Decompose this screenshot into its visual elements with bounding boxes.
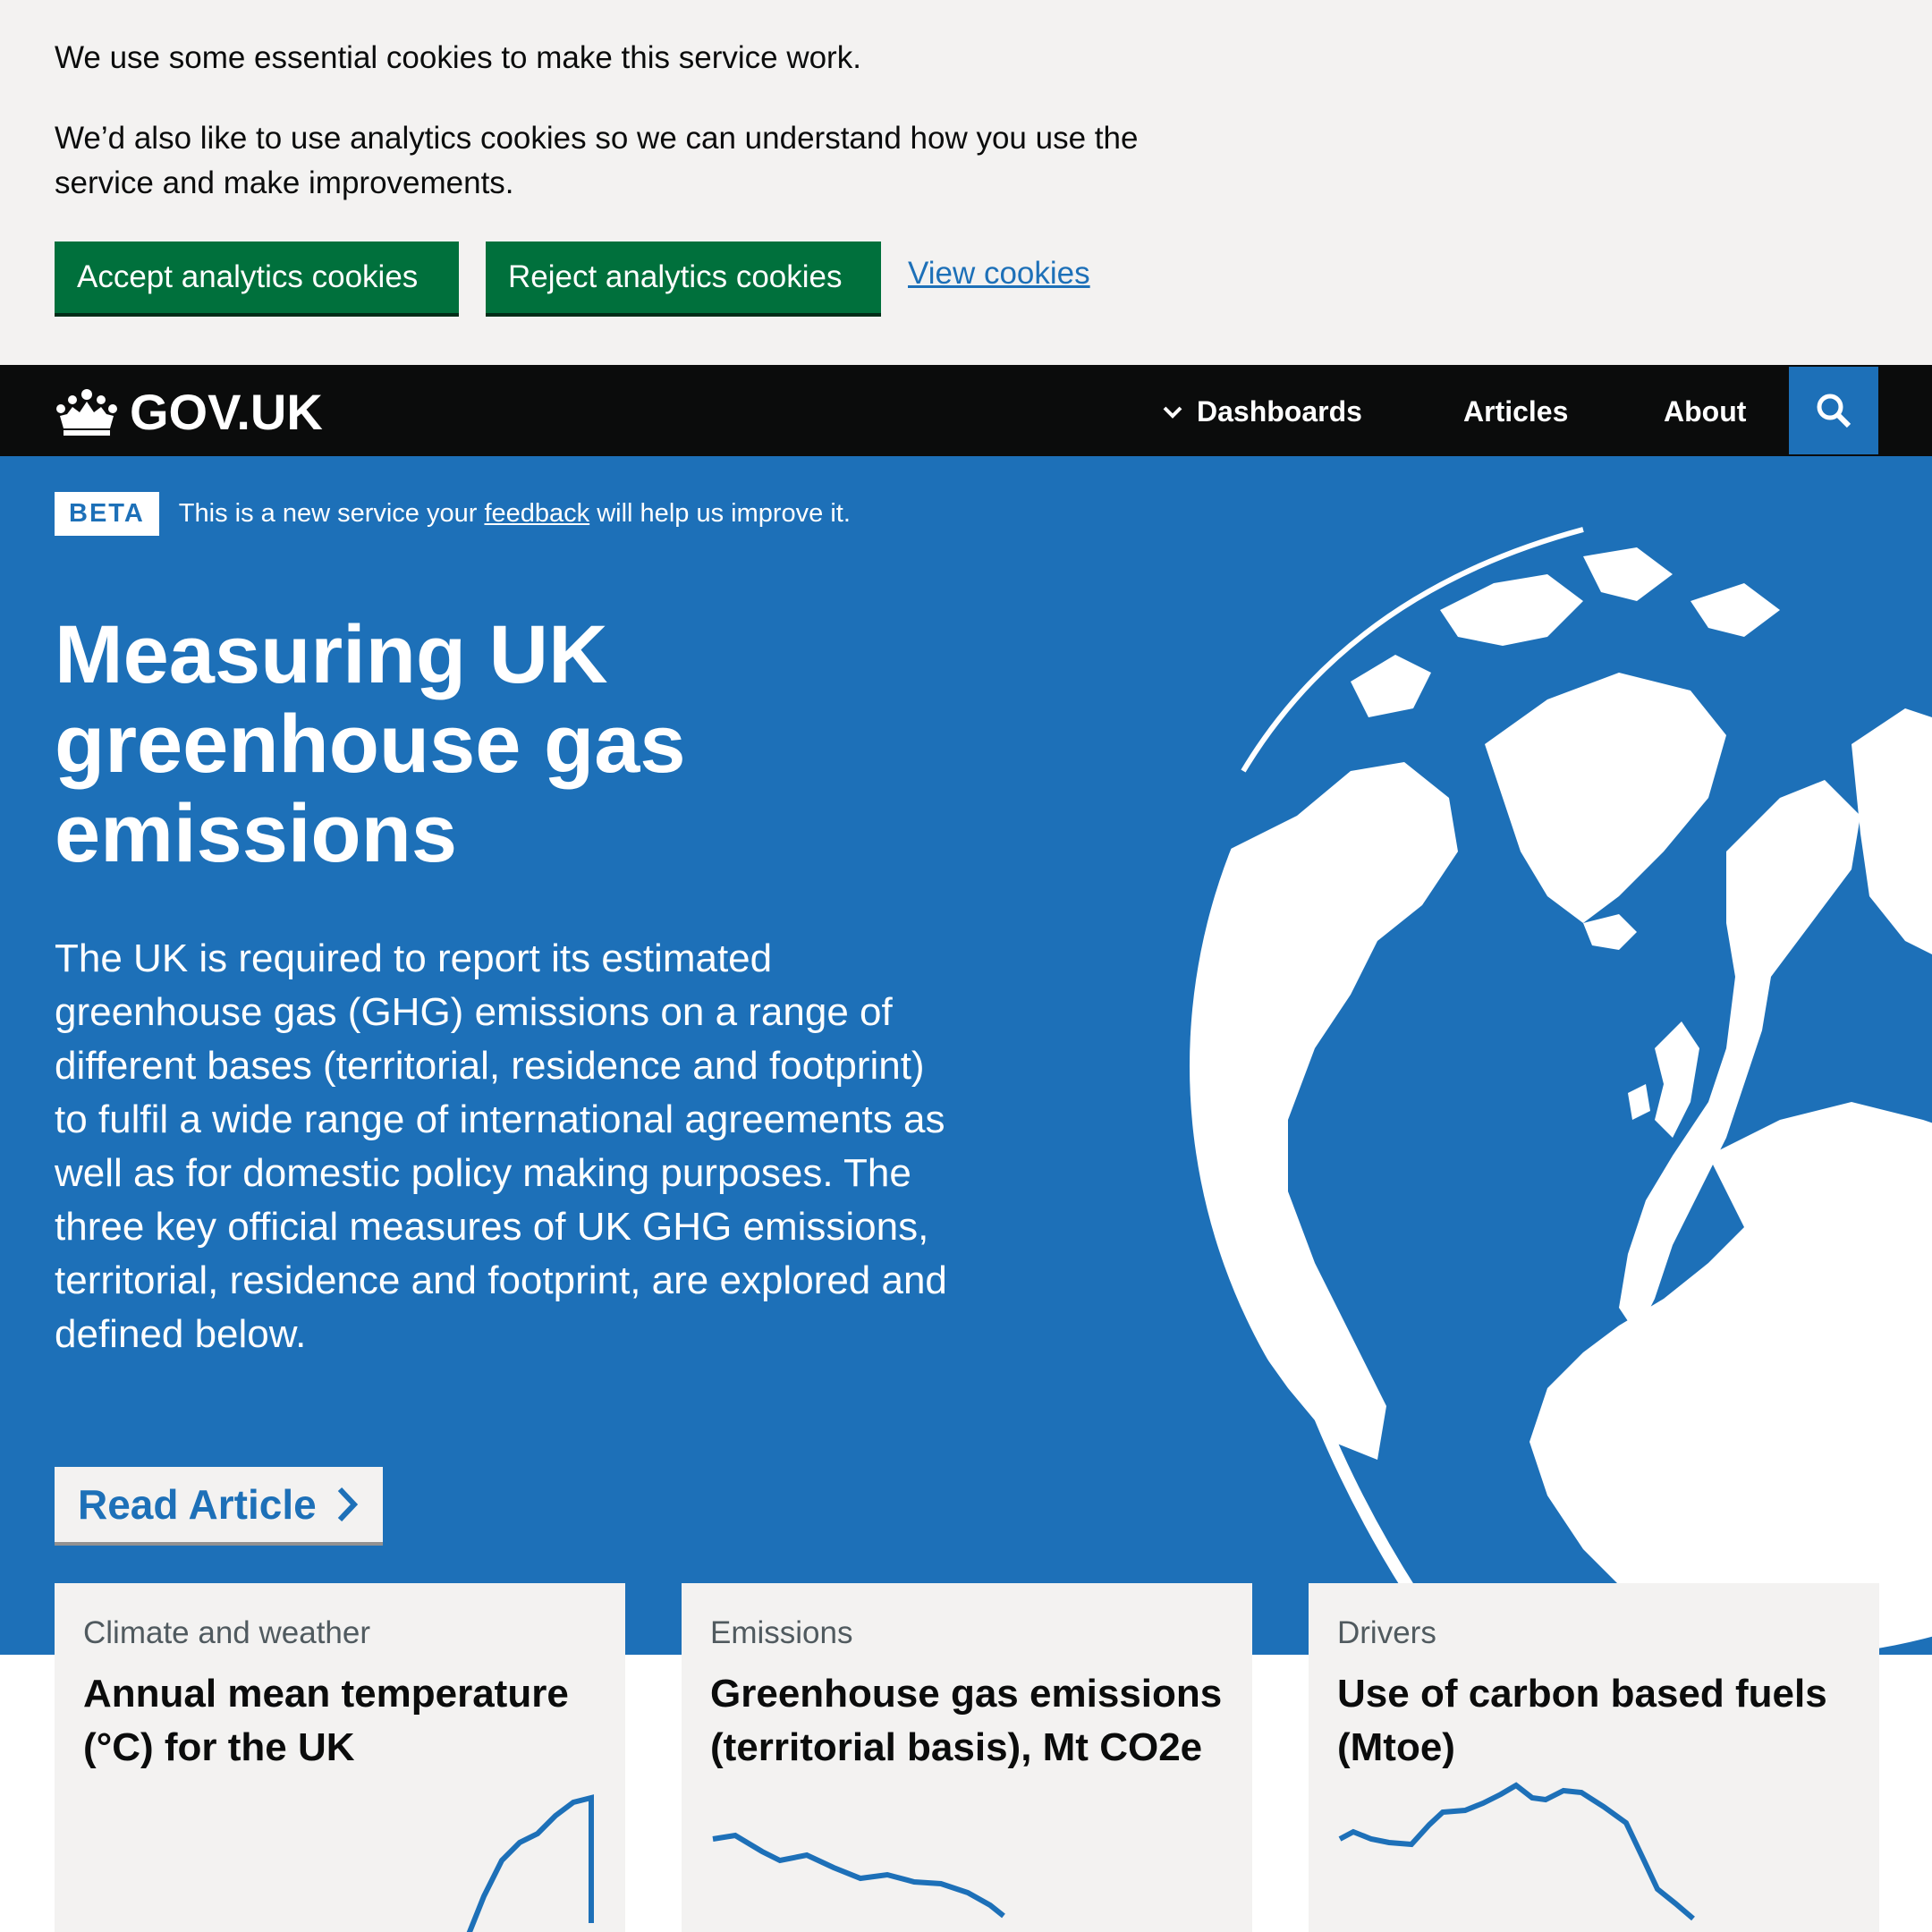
card-category: Emissions	[710, 1615, 853, 1650]
chevron-down-icon	[1163, 406, 1182, 419]
govuk-logo[interactable]: GOV.UK	[55, 383, 323, 441]
card-title: Annual mean temperature (°C) for the UK	[83, 1672, 569, 1769]
read-article-label: Read Article	[78, 1481, 317, 1528]
phase-banner: BETA This is a new service your feedback…	[55, 492, 851, 536]
cookie-banner: We use some essential cookies to make th…	[0, 0, 1932, 365]
beta-text-after: will help us improve it.	[589, 499, 851, 528]
dashboard-card-emissions[interactable]: Emissions Greenhouse gas emissions (terr…	[682, 1583, 1252, 1932]
card-sparkline	[712, 1832, 1005, 1919]
card-title: Greenhouse gas emissions (territorial ba…	[710, 1672, 1223, 1769]
card-category: Climate and weather	[83, 1615, 370, 1650]
card-sparkline	[466, 1794, 594, 1932]
globe-illustration	[1190, 527, 1932, 1655]
card-sparkline	[1338, 1782, 1695, 1921]
search-icon	[1817, 394, 1852, 428]
crown-icon	[56, 388, 117, 436]
beta-message: This is a new service your feedback will…	[179, 499, 851, 529]
site-header: GOV.UK Dashboards Articles About	[0, 365, 1932, 456]
accept-cookies-button[interactable]: Accept analytics cookies	[55, 242, 459, 313]
nav-articles[interactable]: Articles	[1463, 395, 1569, 428]
read-article-button[interactable]: Read Article	[55, 1467, 383, 1542]
page-title: Measuring UK greenhouse gas emissions	[55, 609, 686, 879]
feedback-link[interactable]: feedback	[484, 499, 590, 528]
hero-description: The UK is required to report its estimat…	[55, 936, 947, 1356]
hero-section: BETA This is a new service your feedback…	[0, 456, 1932, 1655]
logo-text: GOV.UK	[130, 384, 323, 440]
dashboard-card-temperature[interactable]: Climate and weather Annual mean temperat…	[55, 1583, 625, 1932]
nav-dashboards-label: Dashboards	[1197, 395, 1362, 428]
cookie-message-essential: We use some essential cookies to make th…	[55, 40, 861, 75]
search-button[interactable]	[1789, 367, 1878, 454]
view-cookies-link[interactable]: View cookies	[908, 256, 1090, 291]
beta-tag: BETA	[55, 492, 159, 536]
card-category: Drivers	[1337, 1615, 1436, 1650]
nav-dashboards[interactable]: Dashboards	[1163, 395, 1362, 428]
reject-cookies-button[interactable]: Reject analytics cookies	[486, 242, 881, 313]
beta-text-before: This is a new service your	[178, 499, 485, 528]
card-title: Use of carbon based fuels (Mtoe)	[1337, 1672, 1827, 1769]
chevron-right-icon	[337, 1487, 358, 1522]
cookie-message-analytics: We’d also like to use analytics cookies …	[55, 121, 1139, 200]
nav-about[interactable]: About	[1664, 395, 1747, 428]
dashboard-card-fuels[interactable]: Drivers Use of carbon based fuels (Mtoe)	[1309, 1583, 1879, 1932]
